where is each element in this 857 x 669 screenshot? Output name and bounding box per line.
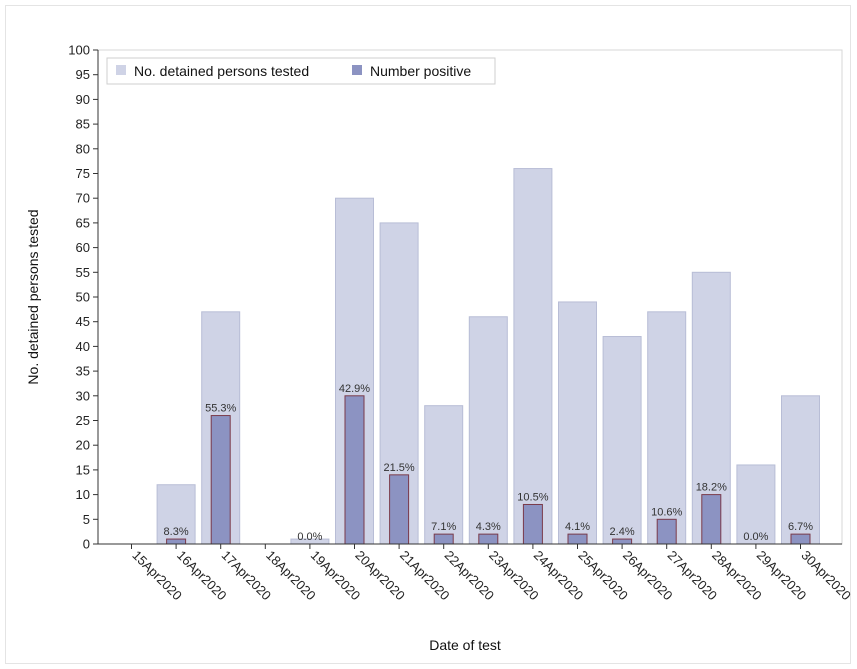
data-labels: 8.3% 55.3% 0.0% 42.9% 21.5% 7.1% 4.3% 10.5% 4.1%… [164,383,814,543]
bar-positive [433,533,454,545]
bar-positive [701,494,722,545]
legend: No. detained persons tested Number posit… [106,57,496,85]
plot-area: 8.3% 55.3% 0.0% 42.9% 21.5% 7.1% 4.3% 10.5% 4.1%… [68,43,854,604]
y-tick-label: 100 [68,43,90,58]
bar-data-label: 7.1% [431,521,456,533]
bar-data-label: 4.3% [476,521,501,533]
y-tick-label: 70 [76,191,90,206]
y-tick-label: 60 [76,240,90,255]
bar-tested [602,336,642,545]
bar-data-label: 4.1% [565,521,590,533]
y-tick-label: 45 [76,314,90,329]
bar-data-label: 10.5% [517,491,548,503]
bar-tested [558,301,597,545]
y-tick-label: 65 [76,215,90,230]
y-tick-label: 0 [83,537,90,552]
bar-tested [781,395,820,545]
legend-label-positive: Number positive [370,63,471,79]
y-tick-label: 50 [76,290,90,305]
bar-tested [468,316,508,545]
x-ticks: 15Apr202016Apr202017Apr202018Apr202019Ap… [129,544,854,603]
bar-positive [656,518,677,545]
y-tick-label: 20 [76,438,90,453]
y-tick-label: 85 [76,117,90,132]
y-tick-label: 95 [76,67,90,82]
bar-positive [790,533,811,545]
y-tick-label: 80 [76,141,90,156]
bar-data-label: 10.6% [651,506,682,518]
bar-tested [513,168,553,545]
bar-positive [612,538,633,545]
bar-positive [522,503,543,545]
y-tick-label: 35 [76,364,90,379]
bar-positive [344,395,365,545]
bar-positive [389,474,410,545]
bar-data-label: 6.7% [788,521,813,533]
bar-positive [166,538,187,545]
y-tick-label: 15 [76,462,90,477]
x-axis-title: Date of test [429,637,501,653]
y-axis-title: No. detained persons tested [25,209,41,384]
bar-positive [210,415,231,545]
bar-data-label: 2.4% [610,526,635,538]
y-tick-label: 55 [76,265,90,280]
bar-data-label: 21.5% [383,462,414,474]
bar-data-label: 0.0% [743,531,768,543]
bars-tested [156,168,820,545]
legend-label-tested: No. detained persons tested [134,63,309,79]
y-tick-label: 40 [76,339,90,354]
y-tick-label: 25 [76,413,90,428]
bar-tested [647,311,687,545]
bar-data-label: 0.0% [297,531,322,543]
bar-data-label: 55.3% [205,403,236,415]
legend-swatch-positive [352,65,362,75]
bar-data-label: 8.3% [164,526,189,538]
bar-data-label: 18.2% [696,482,727,494]
y-tick-label: 90 [76,92,90,107]
y-tick-label: 30 [76,388,90,403]
legend-swatch-tested [116,65,126,75]
chart-frame [5,5,851,664]
y-tick-label: 5 [83,512,90,527]
bar-positive [478,533,499,545]
bar-tested [424,405,464,545]
y-ticks: 0 5 10 15 20 25 30 35 40 45 50 55 60 65 70 75 80 85 90 95 10… [68,43,98,552]
legend-box [106,57,496,85]
bar-data-label: 42.9% [339,383,370,395]
bar-tested [156,484,196,545]
bar-positive [567,533,588,545]
y-tick-label: 75 [76,166,90,181]
y-tick-label: 10 [76,487,90,502]
